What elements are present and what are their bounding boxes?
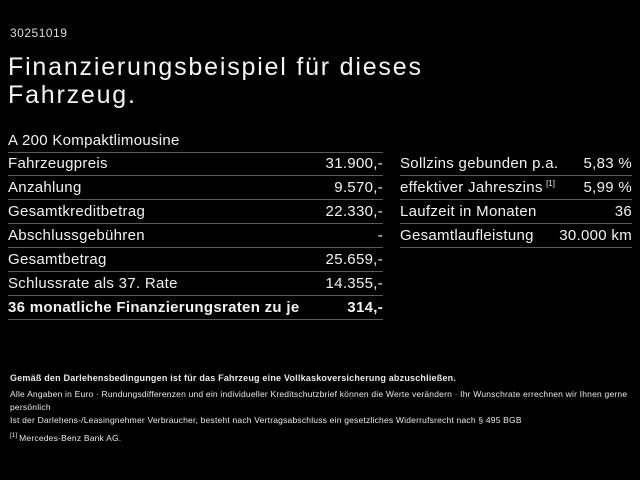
conditions-table: Sollzins gebunden p.a. 5,83 % effektiver…: [400, 152, 632, 248]
row-label: Anzahlung: [8, 179, 82, 196]
footnote-marker: [1]: [546, 179, 555, 188]
table-row: Fahrzeugpreis 31.900,-: [8, 152, 383, 176]
row-label: Sollzins gebunden p.a.: [400, 155, 559, 172]
row-label: Abschlussgebühren: [8, 227, 145, 244]
row-value: 25.659,-: [325, 251, 383, 268]
table-row: effektiver Jahreszins [1] 5,99 %: [400, 176, 632, 200]
row-value: 36: [614, 203, 632, 220]
table-row: Laufzeit in Monaten 36: [400, 200, 632, 224]
footnote-bank: [1] Mercedes-Benz Bank AG.: [10, 432, 634, 443]
row-label-text: effektiver Jahreszins: [400, 179, 543, 196]
legal-footer: Gemäß den Darlehensbedingungen ist für d…: [10, 373, 634, 443]
row-label: Laufzeit in Monaten: [400, 203, 537, 220]
vehicle-model-row: A 200 Kompaktlimousine: [8, 129, 383, 153]
document-number: 30251019: [10, 26, 68, 40]
footnote-text: Mercedes-Benz Bank AG.: [19, 433, 122, 443]
row-label: Fahrzeugpreis: [8, 155, 108, 172]
row-value: 9.570,-: [334, 179, 383, 196]
disclaimer-line-1: Alle Angaben in Euro · Rundungsdifferenz…: [10, 389, 628, 412]
row-value: 5,99 %: [583, 179, 632, 196]
insurance-requirement-line: Gemäß den Darlehensbedingungen ist für d…: [10, 373, 457, 383]
page-title: Finanzierungsbeispiel für dieses Fahrzeu…: [8, 53, 423, 109]
row-label: Gesamtbetrag: [8, 251, 107, 268]
row-label: Gesamtkreditbetrag: [8, 203, 146, 220]
table-row: Anzahlung 9.570,-: [8, 176, 383, 200]
row-value: 14.355,-: [325, 275, 383, 292]
footnote-marker: [1]: [10, 432, 18, 440]
row-value: 31.900,-: [325, 155, 383, 172]
row-value: -: [377, 227, 383, 244]
financing-table: Fahrzeugpreis 31.900,- Anzahlung 9.570,-…: [8, 152, 383, 320]
row-value: 22.330,-: [325, 203, 383, 220]
table-row: Gesamtlaufleistung 30.000 km: [400, 224, 632, 248]
table-row: Gesamtkreditbetrag 22.330,-: [8, 200, 383, 224]
table-row: Sollzins gebunden p.a. 5,83 %: [400, 152, 632, 176]
row-label: Gesamtlaufleistung: [400, 227, 534, 244]
vehicle-model-label: A 200 Kompaktlimousine: [8, 132, 180, 149]
table-row: Abschlussgebühren -: [8, 224, 383, 248]
row-value: 5,83 %: [583, 155, 632, 172]
row-label: effektiver Jahreszins [1]: [400, 179, 555, 196]
row-value: 30.000 km: [559, 227, 632, 244]
row-label: 36 monatliche Finanzierungsraten zu je: [8, 299, 300, 316]
table-row: Gesamtbetrag 25.659,-: [8, 248, 383, 272]
table-row-monthly-rate: 36 monatliche Finanzierungsraten zu je 3…: [8, 296, 383, 320]
row-value: 314,-: [347, 299, 383, 316]
table-row: Schlussrate als 37. Rate 14.355,-: [8, 272, 383, 296]
disclaimer-line-2: Ist der Darlehens-/Leasingnehmer Verbrau…: [10, 415, 522, 425]
row-label: Schlussrate als 37. Rate: [8, 275, 178, 292]
